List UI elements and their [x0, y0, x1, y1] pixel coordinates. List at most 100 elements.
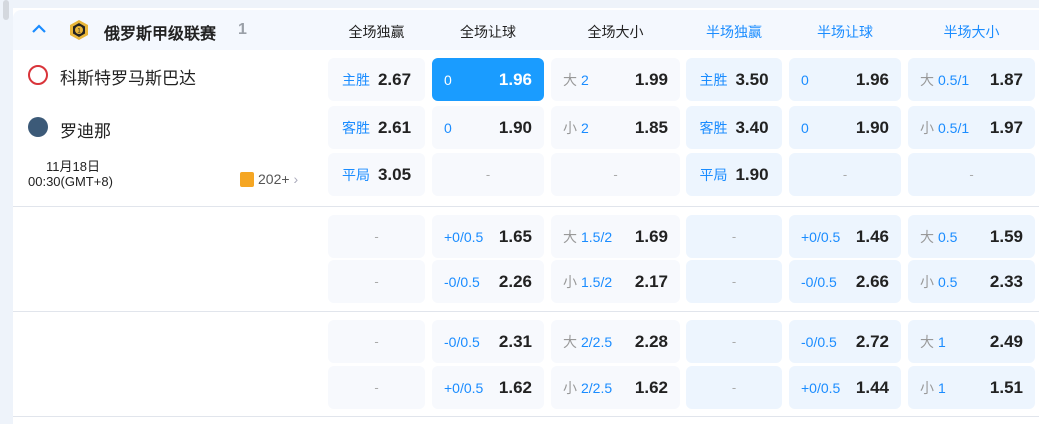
odds-value: 2.17: [634, 271, 668, 291]
league-match-count: 1: [238, 21, 247, 38]
odds-cell-empty: -: [328, 260, 425, 303]
odds-value: 1.59: [989, 226, 1023, 246]
odds-cell-empty: -: [328, 320, 425, 363]
over-under-label: 小: [920, 379, 934, 396]
over-under-label: 大: [563, 228, 577, 245]
odds-cell-empty: -: [686, 215, 782, 258]
odds-cell[interactable]: 小 2/2.5 1.62: [551, 366, 680, 409]
column-header: 半场大小: [943, 24, 1000, 40]
odds-cell-empty: -: [686, 260, 782, 303]
odds-cell-empty: -: [686, 366, 782, 409]
handicap-line: -0/0.5: [444, 333, 480, 350]
handicap-line: 2/2.5: [581, 379, 613, 396]
odds-value: 2.72: [855, 331, 889, 351]
over-under-label: 小: [563, 379, 577, 396]
odds-cell[interactable]: +0/0.5 1.62: [432, 366, 544, 409]
league-name[interactable]: 俄罗斯甲级联赛: [104, 26, 217, 43]
odds-value: 2.26: [498, 271, 532, 291]
scrollbar[interactable]: [3, 0, 9, 20]
odds-cell[interactable]: 0 1.96: [789, 58, 901, 101]
odds-cell[interactable]: -0/0.5 2.31: [432, 320, 544, 363]
odds-cell[interactable]: 0 1.90: [432, 106, 544, 149]
odds-cell[interactable]: 客胜 3.40: [686, 106, 782, 149]
odds-cell[interactable]: 大 1.5/2 1.69: [551, 215, 680, 258]
empty-mark: -: [842, 167, 848, 182]
odds-cell[interactable]: 平局 1.90: [686, 153, 782, 196]
odds-cell[interactable]: 主胜 2.67: [328, 58, 425, 101]
odds-cell[interactable]: 客胜 2.61: [328, 106, 425, 149]
handicap-line: -0/0.5: [444, 273, 480, 290]
odds-cell[interactable]: 平局 3.05: [328, 153, 425, 196]
odds-cell[interactable]: 0 1.90: [789, 106, 901, 149]
away-team-name[interactable]: 罗迪那: [60, 122, 111, 141]
empty-mark: -: [731, 274, 737, 289]
more-markets-link[interactable]: 202+ ›: [240, 171, 298, 187]
outcome-label: 主胜: [341, 71, 370, 88]
odds-cell[interactable]: +0/0.5 1.44: [789, 366, 901, 409]
over-under-label: 小: [920, 273, 934, 290]
empty-mark: -: [485, 167, 491, 182]
handicap-line: 0: [444, 71, 452, 88]
odds-cell-empty: -: [328, 366, 425, 409]
odds-cell[interactable]: 0 1.96: [432, 58, 544, 101]
outcome-label: 平局: [341, 166, 370, 183]
odds-cell[interactable]: +0/0.5 1.65: [432, 215, 544, 258]
chevron-up-icon[interactable]: [30, 20, 48, 38]
odds-cell[interactable]: 大 2 1.99: [551, 58, 680, 101]
odds-cell-empty: -: [328, 215, 425, 258]
empty-mark: -: [731, 229, 737, 244]
empty-mark: -: [374, 380, 379, 395]
odds-value: 1.90: [735, 164, 769, 184]
odds-value: 1.99: [634, 69, 668, 89]
odds-value: 2.33: [989, 271, 1023, 291]
odds-cell[interactable]: 小 0.5/1 1.97: [908, 106, 1035, 149]
odds-cell[interactable]: 大 0.5 1.59: [908, 215, 1035, 258]
over-under-label: 大: [920, 333, 934, 350]
over-under-label: 小: [563, 119, 577, 136]
odds-cell[interactable]: +0/0.5 1.46: [789, 215, 901, 258]
away-team-logo: [28, 117, 48, 137]
league-header: [13, 10, 1039, 50]
odds-value: 1.97: [989, 117, 1023, 137]
odds-cell[interactable]: 大 0.5/1 1.87: [908, 58, 1035, 101]
over-under-label: 大: [920, 228, 934, 245]
empty-mark: -: [374, 274, 379, 289]
handicap-line: 2: [581, 119, 589, 136]
odds-value: 1.69: [634, 226, 668, 246]
handicap-line: -0/0.5: [801, 333, 837, 350]
handicap-line: +0/0.5: [444, 379, 484, 396]
handicap-line: 1.5/2: [581, 273, 613, 290]
odds-cell[interactable]: -0/0.5 2.72: [789, 320, 901, 363]
handicap-line: 0: [801, 71, 809, 88]
odds-cell[interactable]: 小 1.5/2 2.17: [551, 260, 680, 303]
divider: [13, 416, 1039, 417]
odds-cell[interactable]: 大 2/2.5 2.28: [551, 320, 680, 363]
handicap-line: 0: [801, 119, 809, 136]
odds-cell[interactable]: -0/0.5 2.26: [432, 260, 544, 303]
odds-cell[interactable]: 主胜 3.50: [686, 58, 782, 101]
odds-cell[interactable]: 小 1 1.51: [908, 366, 1035, 409]
odds-cell[interactable]: 小 2 1.85: [551, 106, 680, 149]
empty-mark: -: [731, 334, 737, 349]
home-team-logo: [28, 65, 48, 85]
match-time: 00:30(GMT+8): [28, 174, 113, 189]
odds-cell[interactable]: -0/0.5 2.66: [789, 260, 901, 303]
odds-value: 2.61: [377, 117, 412, 137]
odds-value: 1.90: [498, 117, 532, 137]
odds-value: 1.90: [855, 117, 889, 137]
odds-cell[interactable]: 大 1 2.49: [908, 320, 1035, 363]
empty-mark: -: [374, 229, 379, 244]
column-header: 全场大小: [587, 24, 644, 40]
odds-value: 2.31: [498, 331, 532, 351]
handicap-line: 0.5: [938, 273, 958, 290]
home-team-name[interactable]: 科斯特罗马斯巴达: [60, 69, 196, 88]
odds-cell-empty: -: [908, 153, 1035, 196]
handicap-line: 0: [444, 119, 452, 136]
empty-mark: -: [374, 334, 379, 349]
over-under-label: 大: [563, 333, 577, 350]
odds-cell[interactable]: 小 0.5 2.33: [908, 260, 1035, 303]
outcome-label: 主胜: [699, 71, 728, 88]
divider: [13, 311, 1039, 312]
market-count: 202+: [258, 171, 290, 187]
svg-text:1: 1: [77, 29, 81, 35]
